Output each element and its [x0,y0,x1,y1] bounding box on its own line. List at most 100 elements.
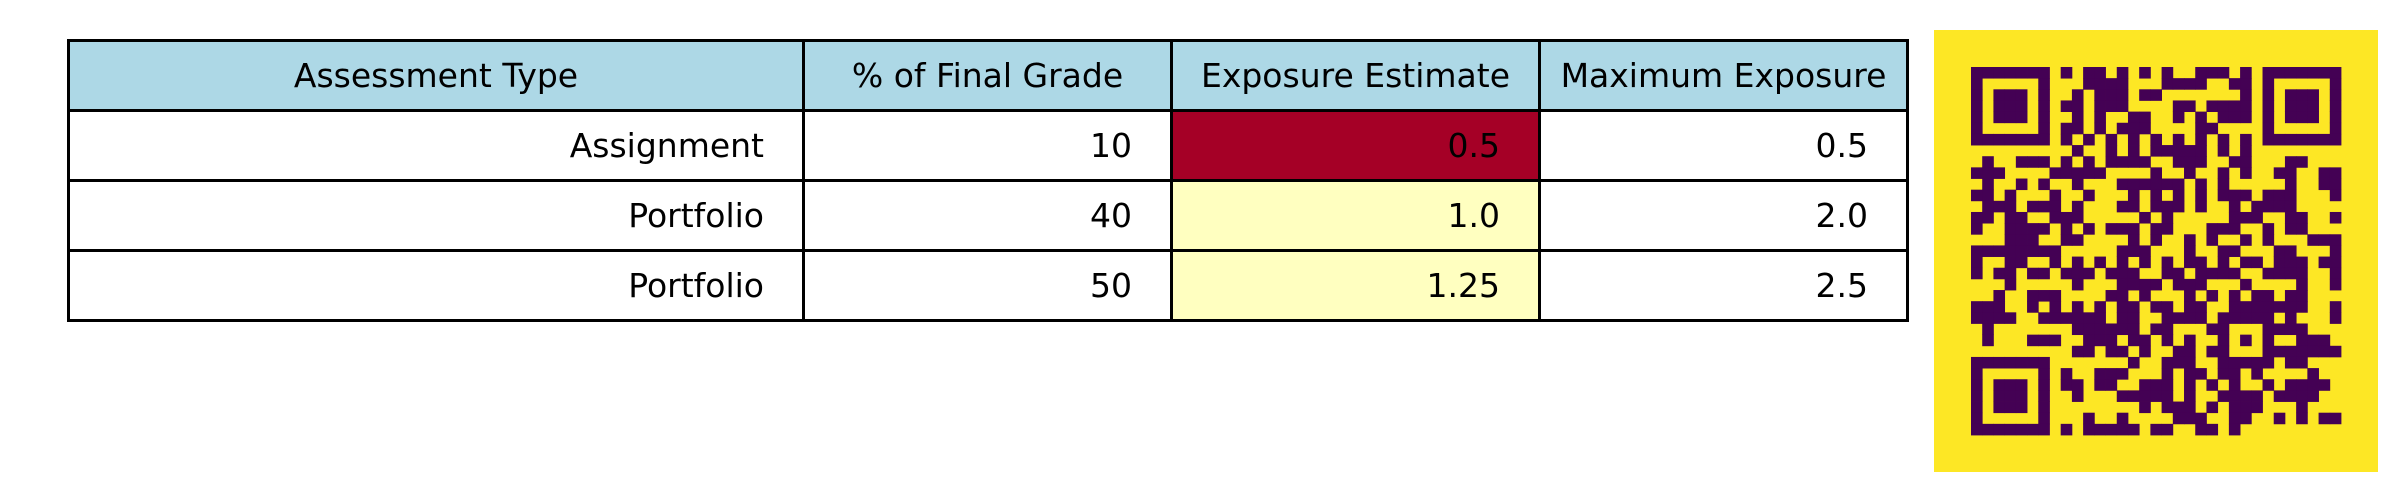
qr-module [2060,379,2073,391]
qr-module [2083,334,2095,347]
qr-module [2329,211,2342,224]
qr-module [2060,133,2073,146]
qr-module [2217,323,2230,336]
qr-module [2296,345,2308,358]
qr-module [2296,267,2308,280]
qr-module [2195,256,2207,269]
qr-module [2251,312,2263,324]
qr-module [2284,267,2297,280]
qr-module [2038,423,2050,436]
qr-module [2038,312,2050,324]
qr-module [2206,267,2219,280]
qr-module [2296,256,2308,269]
qr-module [2217,267,2230,280]
qr-module [2139,290,2151,302]
qr-module [2184,301,2196,313]
qr-module [2228,245,2241,257]
qr-module [2038,401,2050,414]
qr-module [2296,323,2308,336]
qr-module [2284,156,2297,168]
qr-module [2116,178,2129,191]
qr-module [2329,245,2342,257]
qr-module [2150,423,2162,436]
qr-module [2127,267,2140,280]
qr-module [2004,234,2017,246]
qr-module [2240,256,2252,269]
qr-module [2284,167,2297,179]
qr-module [2083,267,2095,280]
qr-module [2161,379,2174,391]
qr-module [2251,200,2263,213]
qr-module [2127,178,2140,191]
qr-module [2071,111,2084,124]
qr-module [2240,278,2252,291]
qr-module [2262,223,2275,235]
qr-module [1971,245,1983,257]
qr-module [2161,211,2174,224]
qr-module [2307,100,2319,112]
qr-module [2262,345,2275,358]
qr-module [2150,278,2162,291]
qr-module [2094,323,2106,336]
qr-module [2329,67,2342,79]
qr-module [2318,67,2331,79]
qr-module [2262,379,2275,391]
qr-module [2060,368,2073,380]
qr-module [2027,133,2039,146]
qr-module [2027,334,2039,347]
qr-module [1982,323,1994,336]
qr-module [2172,401,2185,414]
qr-module [2150,89,2162,101]
qr-module [2038,245,2050,257]
qr-module [2296,133,2308,146]
qr-module [2161,67,2174,79]
qr-module [1982,423,1994,436]
qr-module [2116,100,2129,112]
qr-module [2284,189,2297,202]
qr-module [1982,167,1994,179]
qr-module [2116,312,2129,324]
qr-module [2139,178,2151,191]
qr-module [2284,111,2297,124]
qr-module [2127,133,2140,146]
qr-module [2318,133,2331,146]
qr-module [2284,390,2297,402]
qr-module [2318,334,2331,347]
qr-module [2060,67,2073,79]
qr-module [2195,133,2207,146]
qr-module [2217,178,2230,191]
qr-module [2296,223,2308,235]
qr-module [1971,423,1983,436]
qr-module [2071,323,2084,336]
qr-module [2329,256,2342,269]
qr-module [2060,312,2073,324]
qr-module [2105,145,2118,157]
qr-module [2060,167,2073,179]
qr-module [2150,390,2162,402]
qr-module [2251,356,2263,369]
qr-module [2262,312,2275,324]
qr-module [2105,334,2118,347]
qr-module [2049,301,2062,313]
qr-module [2318,379,2331,391]
qr-module [2150,200,2162,213]
qr-module [2038,356,2050,369]
qr-module [1993,401,2006,414]
qr-module [2273,256,2286,269]
qr-module [2071,145,2084,157]
qr-module [2262,234,2275,246]
qr-module [2015,156,2028,168]
qr-module [2228,379,2241,391]
qr-module [2004,245,2017,257]
qr-module [2116,156,2129,168]
qr-module [2195,423,2207,436]
qr-module [2127,111,2140,124]
qr-module [2049,200,2062,213]
qr-module [2004,278,2017,291]
qr-module [2004,312,2017,324]
qr-module [2139,211,2151,224]
qr-module [2127,145,2140,157]
qr-module [2150,189,2162,202]
qr-module [2015,256,2028,269]
qr-module [2015,67,2028,79]
